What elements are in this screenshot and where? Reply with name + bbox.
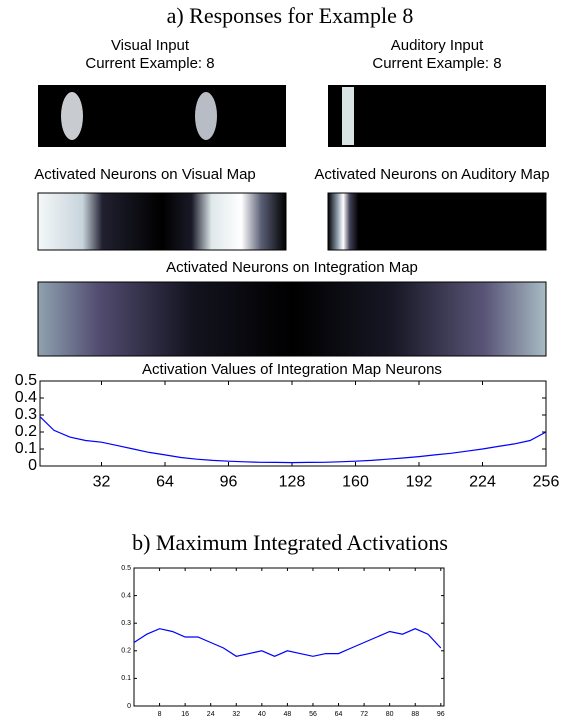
x-tick-label: 16 — [181, 711, 189, 718]
y-tick-label: 0.1 — [15, 440, 37, 457]
map-title: Activated Neurons on Auditory Map — [314, 166, 549, 183]
face — [61, 92, 83, 140]
x-tick-label: 80 — [386, 711, 394, 718]
auditory-input-image — [328, 85, 546, 147]
x-tick-label: 8 — [158, 711, 162, 718]
data-line — [40, 417, 546, 463]
x-tick-label: 32 — [93, 474, 111, 491]
x-tick-label: 40 — [258, 711, 266, 718]
y-tick-label: 0.3 — [15, 406, 37, 423]
y-tick-label: 0.3 — [121, 620, 131, 627]
x-tick-label: 128 — [279, 474, 306, 491]
x-tick-label: 96 — [437, 711, 445, 718]
map-title: Activated Neurons on Visual Map — [34, 166, 256, 183]
y-tick-label: 0.4 — [121, 592, 131, 599]
map-title: Visual Input — [111, 37, 190, 54]
y-tick-label: 0.4 — [15, 389, 37, 406]
chart-title: Activation Values of Integration Map Neu… — [142, 361, 442, 378]
data-line — [134, 629, 441, 657]
x-tick-label: 224 — [469, 474, 496, 491]
map-subtitle: Current Example: 8 — [372, 55, 501, 72]
chart-title: b) Maximum Integrated Activations — [132, 530, 448, 555]
panel-title: a) Responses for Example 8 — [167, 3, 414, 28]
x-tick-label: 192 — [406, 474, 433, 491]
y-tick-label: 0 — [127, 703, 131, 710]
auditory-map-image — [328, 193, 546, 250]
plot-frame — [134, 568, 444, 706]
plot-frame — [40, 381, 546, 466]
figure: a) Responses for Example 8 Visual Input … — [0, 0, 577, 726]
x-tick-label: 56 — [309, 711, 317, 718]
x-tick-label: 96 — [220, 474, 238, 491]
x-tick-label: 64 — [156, 474, 174, 491]
x-tick-label: 64 — [335, 711, 343, 718]
y-tick-label: 0 — [28, 457, 37, 474]
auditory-band — [342, 87, 354, 145]
x-tick-label: 48 — [284, 711, 292, 718]
map-title: Activated Neurons on Integration Map — [166, 259, 418, 276]
x-tick-label: 32 — [232, 711, 240, 718]
x-tick-label: 256 — [533, 474, 560, 491]
integration-map-image — [38, 282, 546, 356]
visual-map-image — [38, 193, 286, 250]
x-tick-label: 24 — [207, 711, 215, 718]
y-tick-label: 0.2 — [15, 423, 37, 440]
x-tick-label: 88 — [411, 711, 419, 718]
y-tick-label: 0.5 — [121, 565, 131, 572]
y-tick-label: 0.5 — [15, 372, 37, 389]
map-subtitle: Current Example: 8 — [85, 55, 214, 72]
face — [195, 92, 217, 140]
x-tick-label: 72 — [360, 711, 368, 718]
y-tick-label: 0.1 — [121, 675, 131, 682]
x-tick-label: 160 — [342, 474, 369, 491]
map-title: Auditory Input — [391, 37, 484, 54]
y-tick-label: 0.2 — [121, 648, 131, 655]
